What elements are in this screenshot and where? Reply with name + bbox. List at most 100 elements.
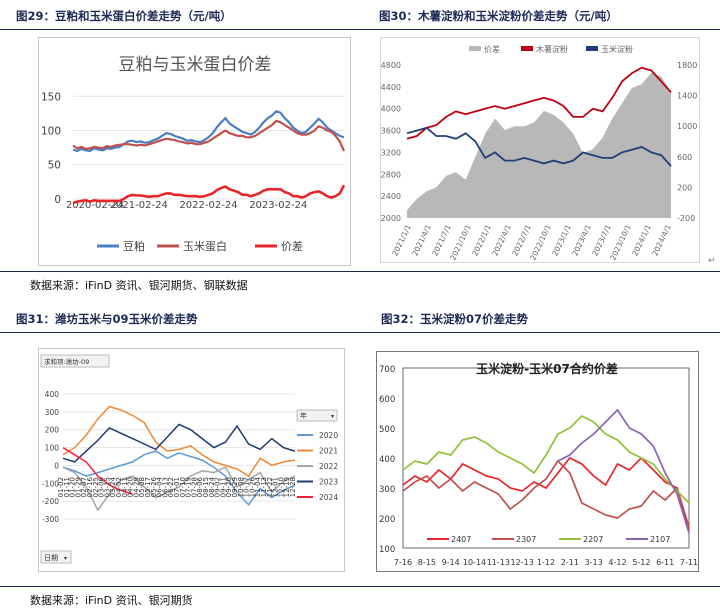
chart-3-y-tick: 300 xyxy=(45,408,60,417)
chart-3-axis-dropdown-icon: ▾ xyxy=(64,555,67,562)
chart-3-y-tick: 100 xyxy=(45,444,60,453)
chart-3-x-tick: 12-19 xyxy=(283,477,291,497)
chart-3-x-tick: 05-17 xyxy=(144,477,152,497)
chart-1-x-tick: 2020-02-24 xyxy=(66,200,124,211)
chart-4-series-0 xyxy=(402,456,690,531)
figure-32-caption: 图32：玉米淀粉07价差走势 xyxy=(381,312,529,326)
chart-3-legend-label: 2020 xyxy=(319,431,338,440)
figure-31-caption: 图31：潍坊玉米与09玉米价差走势 xyxy=(16,312,198,326)
chart-3-x-tick: 04-02 xyxy=(115,477,123,497)
chart-soymeal-corn-protein: 豆粕与玉米蛋白价差 0 50 100 150 2020-02-24 2021-02-24 20… xyxy=(38,37,351,266)
chart-1-y-tick: 50 xyxy=(48,160,61,172)
chart-3-svg: 求和项:潍坊-094003002001000-100-200-30001-020… xyxy=(40,354,338,564)
chart-3-series-1 xyxy=(62,405,296,478)
chart-3-x-tick: 07-19 xyxy=(185,477,193,497)
chart-3-x-tick: 12-28 xyxy=(289,477,297,497)
chart-3-x-tick: 06-13 xyxy=(161,477,169,497)
chart-2-x-tick: 2024/4/1 xyxy=(650,223,672,258)
chart-3-x-tick: 09-29 xyxy=(231,477,239,497)
chart-1-x-tick: 2023-02-24 xyxy=(249,200,307,211)
chart-3-x-tick: 03-06 xyxy=(98,476,106,497)
chart-2-y-left-tick: 4800 xyxy=(381,61,401,70)
chart-3-x-tick: 07-28 xyxy=(190,477,198,497)
chart-3-legend-label: 2023 xyxy=(319,478,338,487)
chart-3-y-tick: -300 xyxy=(42,515,59,524)
chart-3-x-tick: 07-01 xyxy=(173,477,181,497)
chart-3-x-tick: 10-17 xyxy=(243,477,251,497)
chart-4-series-2 xyxy=(402,414,690,504)
chart-4-y-tick: 400 xyxy=(379,455,395,465)
chart-3-x-tick: 11-04 xyxy=(254,476,262,497)
chart-4-y-tick: 500 xyxy=(379,425,395,435)
chart-4-legend-label: 2407 xyxy=(451,535,471,544)
figure-29-caption: 图29：豆粕和玉米蛋白价差走势（元/吨） xyxy=(16,9,232,23)
chart-2-x-tick: 2021/4/1 xyxy=(410,223,432,258)
source-bottom: 数据来源：iFinD 资讯、银河期货 xyxy=(30,594,193,607)
chart-2-x-tick: 2022/7/1 xyxy=(510,223,532,258)
chart-3-axis-button-label: 日期 xyxy=(44,554,58,562)
chart-weifang-corn-spread: 求和项:潍坊-09 400 300 200 100 0 -100 -200 -300 01-02 0… xyxy=(38,348,345,572)
chart-3-dropdown-icon: ▾ xyxy=(331,413,334,420)
chart-1-legend-label: 豆粕 xyxy=(123,239,145,253)
chart-2-svg: 价差 木薯淀粉 玉米淀粉 4800 4400 4000 3600 3200 2800 2400 20… xyxy=(381,44,697,262)
chart-3-x-tick: 04-29 xyxy=(132,477,140,497)
chart-3-x-tick: 10-08 xyxy=(237,477,245,497)
chart-2-legend-swatch xyxy=(586,46,598,51)
chart-2-y-left-tick: 2400 xyxy=(381,192,401,201)
chart-2-x-tick: 2024/1/1 xyxy=(630,223,652,258)
chart-2-x-tick: 2023/7/1 xyxy=(590,223,612,258)
chart-4-legend-label: 2207 xyxy=(583,535,603,544)
chart-2-x-tick: 2022/4/1 xyxy=(490,223,512,258)
chart-3-x-tick: 11-22 xyxy=(266,477,274,497)
chart-4-title: 玉米淀粉-玉米07合约价差 xyxy=(476,361,618,376)
chart-1-title: 豆粕与玉米蛋白价差 xyxy=(119,55,272,75)
chart-2-x-tick: 2022/10/1 xyxy=(528,223,553,262)
chart-3-x-tick: 05-08 xyxy=(138,477,146,497)
chart-3-legend-label: 2022 xyxy=(319,462,338,471)
chart-4-plot-frame xyxy=(402,367,690,549)
chart-2-series-2 xyxy=(406,126,672,167)
chart-3-x-tick: 09-02 xyxy=(214,477,222,497)
chart-1-x-tick: 2021-02-24 xyxy=(110,200,168,211)
figure-30-caption: 图30：木薯淀粉和玉米淀粉价差走势（元/吨） xyxy=(379,9,618,23)
chart-4-series-3 xyxy=(557,408,690,534)
chart-1-series-1 xyxy=(72,119,346,152)
chart-2-legend-label: 玉米淀粉 xyxy=(601,44,633,54)
chart-3-x-tick: 01-02 xyxy=(57,477,65,497)
chart-4-x-tick: 1-12 xyxy=(537,558,555,567)
chart-2-y-right-tick: 1000 xyxy=(677,122,697,131)
source-rule-bottom xyxy=(0,586,720,587)
chart-3-filter-button xyxy=(40,354,110,368)
chart-1-x-tick: 2022-02-24 xyxy=(179,200,237,211)
chart-4-x-tick: 5-12 xyxy=(632,558,650,567)
chart-3-series-0 xyxy=(62,450,296,506)
chart-4-y-tick: 600 xyxy=(379,395,395,405)
chart-4-svg: 玉米淀粉-玉米07合约价差 700 600 500 400 300 200 100 7-16 8-… xyxy=(379,361,698,567)
chart-4-x-tick: 6-11 xyxy=(656,558,674,567)
chart-3-legend-label: 2021 xyxy=(319,447,338,456)
chart-2-y-right-tick: 600 xyxy=(677,153,692,162)
chart-1-legend-label: 价差 xyxy=(281,239,303,253)
chart-2-x-tick: 2021/1/1 xyxy=(390,223,412,258)
chart-3-x-tick: 08-24 xyxy=(208,476,216,497)
chart-4-x-tick: 7-11 xyxy=(680,558,698,567)
chart-1-y-tick: 0 xyxy=(54,194,61,206)
chart-starch-corn07-spread: 玉米淀粉-玉米07合约价差 700 600 500 400 300 200 100 7-16 8-… xyxy=(376,351,699,572)
chart-2-y-left-tick: 2800 xyxy=(381,170,401,179)
chart-3-x-tick: 02-07 xyxy=(80,477,88,497)
caption-rule-top xyxy=(0,29,720,30)
chart-2-x-tick: 2023/10/1 xyxy=(608,223,633,262)
chart-3-x-tick: 12-01 xyxy=(272,477,280,497)
chart-3-series-4 xyxy=(62,446,133,495)
chart-4-x-tick: 12-13 xyxy=(511,558,534,567)
chart-2-legend-label: 木薯淀粉 xyxy=(536,44,568,54)
source-rule-top xyxy=(0,271,720,272)
chart-1-series-2 xyxy=(72,184,346,205)
chart-3-x-tick: 04-20 xyxy=(127,477,135,497)
chart-2-legend-swatch xyxy=(521,46,533,51)
chart-3-x-tick: 11-13 xyxy=(260,477,268,497)
chart-2-series-spread-area xyxy=(407,72,671,218)
chart-3-series-3 xyxy=(62,423,296,463)
chart-2-y-left-tick: 3200 xyxy=(381,148,401,157)
